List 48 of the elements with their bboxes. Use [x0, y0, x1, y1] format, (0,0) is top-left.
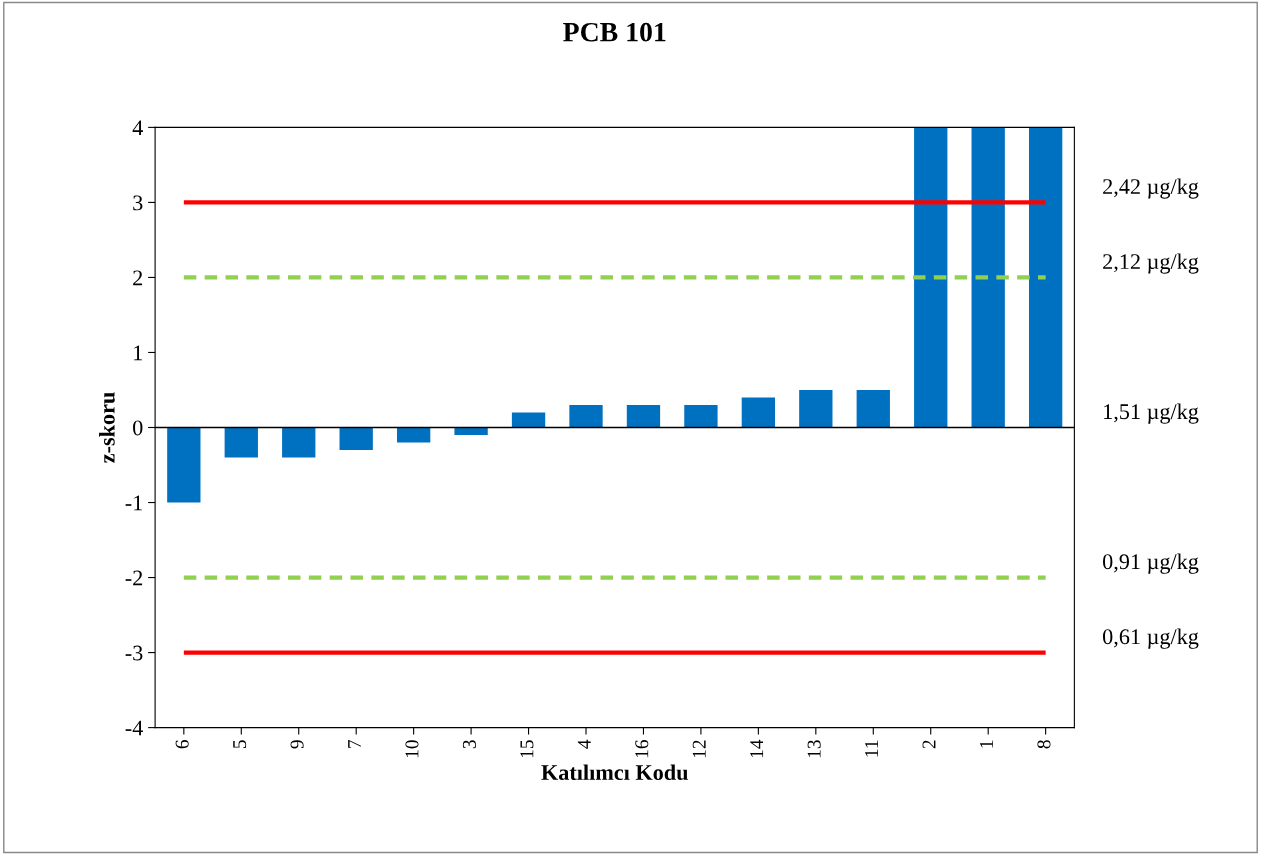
chart-title: PCB 101 — [563, 22, 666, 42]
bar — [684, 404, 718, 428]
bar — [282, 427, 316, 458]
y-tick-label: -2 — [125, 570, 143, 586]
y-tick-label: 1 — [134, 345, 142, 361]
y-tick-label: -1 — [125, 495, 142, 511]
x-tick-label: 3 — [462, 740, 476, 749]
x-axis-title: Katılımcı Kodu — [541, 764, 688, 781]
x-tick-label: 5 — [233, 740, 247, 748]
ref-line-label: 2,42 µg/kg — [1103, 178, 1199, 199]
bar — [914, 127, 948, 428]
ref-line-label: 1,51 µg/kg — [1104, 403, 1199, 424]
ref-line-label: 0,91 µg/kg — [1103, 553, 1199, 574]
bar — [569, 404, 603, 428]
y-tick-label: 4 — [132, 120, 143, 136]
bar — [856, 389, 890, 428]
bar — [626, 404, 661, 428]
y-tick-label: -4 — [125, 720, 143, 736]
bar — [799, 389, 833, 428]
x-tick-label: 7 — [348, 739, 361, 748]
bar — [339, 427, 373, 451]
bar — [1028, 127, 1063, 428]
x-tick-label: 15 — [520, 740, 534, 758]
bar — [971, 127, 1005, 428]
ref-line-label: 2,12 µg/kg — [1103, 253, 1199, 274]
x-tick-label: 4 — [577, 739, 591, 749]
x-tick-label: 11 — [865, 740, 878, 757]
x-tick-label: 12 — [692, 740, 706, 758]
x-tick-label: 1 — [980, 740, 993, 748]
bar — [511, 412, 546, 428]
bar — [741, 397, 776, 428]
bar — [224, 427, 258, 458]
x-tick-label: 2 — [922, 740, 936, 749]
x-tick-label: 8 — [1037, 740, 1051, 749]
x-tick-label: 16 — [635, 739, 649, 758]
ref-line-label: 0,61 µg/kg — [1103, 628, 1199, 649]
x-tick-label: 14 — [750, 739, 764, 758]
x-tick-label: 10 — [405, 740, 419, 758]
x-tick-label: 13 — [807, 740, 821, 758]
x-tick-label: 9 — [290, 740, 304, 749]
y-tick-label: 0 — [133, 420, 143, 436]
bar — [167, 427, 201, 503]
bar — [396, 427, 431, 443]
y-axis-title: z-skoru — [99, 392, 115, 463]
y-tick-label: 2 — [133, 270, 143, 286]
y-tick-label: -3 — [125, 645, 143, 661]
y-tick-label: 3 — [133, 195, 143, 211]
x-tick-label: 6 — [175, 739, 189, 749]
